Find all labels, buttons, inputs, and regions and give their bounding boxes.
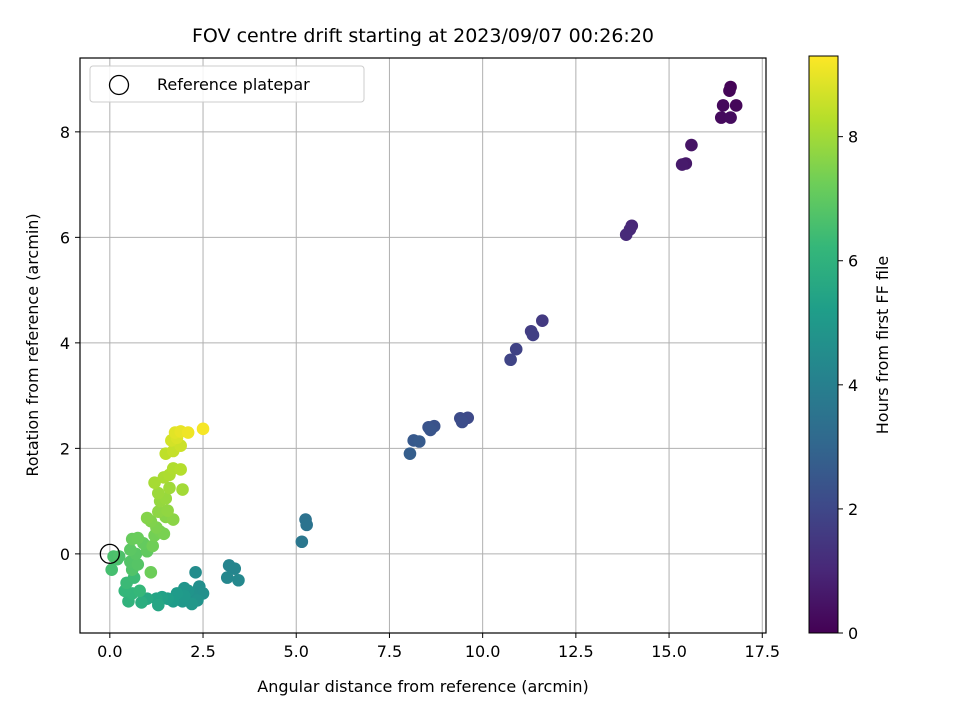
data-point [509, 342, 523, 356]
colorbar-tick-label: 6 [848, 252, 858, 271]
chart-title: FOV centre drift starting at 2023/09/07 … [192, 25, 654, 47]
x-axis-title: Angular distance from reference (arcmin) [257, 677, 588, 696]
data-point [220, 571, 234, 584]
data-point [536, 314, 549, 328]
data-point [131, 558, 145, 571]
data-point [151, 486, 165, 500]
data-point [716, 99, 730, 112]
data-point [148, 476, 161, 489]
y-tick-label: 6 [60, 228, 70, 247]
data-point [176, 483, 189, 496]
plot-frame [79, 57, 767, 634]
data-points [105, 80, 743, 612]
x-tick-label: 12.5 [558, 642, 594, 661]
data-point [174, 463, 187, 476]
x-tick-label: 17.5 [744, 642, 780, 661]
x-tick-label: 2.5 [190, 642, 215, 661]
data-point [675, 158, 689, 171]
data-point [403, 447, 417, 460]
colorbar-tick-label: 2 [848, 500, 858, 519]
y-axis-title: Rotation from reference (arcmin) [23, 213, 42, 476]
data-point [189, 566, 202, 579]
data-point [526, 328, 540, 342]
data-point [412, 435, 426, 448]
data-point [723, 84, 736, 98]
data-point [161, 504, 174, 517]
grid [80, 58, 766, 633]
data-point [295, 535, 309, 549]
x-axis-ticks: 0.0 2.5 5.0 7.5 10.0 12.5 15.0 17.5 [97, 633, 780, 661]
data-point [133, 584, 146, 598]
data-point [724, 111, 737, 124]
reference-marker [99, 543, 120, 565]
colorbar-tick-label: 8 [848, 128, 858, 147]
x-tick-label: 7.5 [377, 642, 402, 661]
data-point [151, 598, 165, 612]
y-tick-label: 4 [60, 334, 70, 353]
data-point [105, 563, 118, 576]
data-point [300, 518, 313, 532]
data-point [135, 596, 148, 609]
x-tick-label: 10.0 [465, 642, 501, 661]
reference-platepar-point [99, 543, 120, 565]
y-tick-label: 8 [60, 123, 70, 142]
y-tick-label: 2 [60, 439, 70, 458]
data-point [131, 531, 145, 545]
data-point [504, 353, 517, 367]
data-point [729, 99, 743, 112]
legend-box [89, 65, 365, 103]
data-point [140, 511, 154, 525]
data-point [196, 422, 210, 436]
legend-entry-reference-platepar: Reference platepar [157, 75, 310, 94]
data-point [685, 138, 698, 152]
colorbar-gradient [808, 55, 839, 634]
data-point [232, 573, 245, 587]
legend: Reference platepar [89, 65, 365, 103]
data-point [181, 426, 195, 439]
data-point [144, 566, 158, 579]
data-point [714, 111, 728, 124]
data-point [163, 481, 176, 495]
x-tick-label: 15.0 [651, 642, 687, 661]
x-tick-label: 0.0 [97, 642, 122, 661]
legend-marker-icon [108, 74, 130, 96]
colorbar-tick-label: 0 [848, 624, 858, 643]
colorbar-tick-label: 4 [848, 376, 858, 395]
y-tick-label: 0 [60, 545, 70, 564]
colorbar-ticks: 0 2 4 6 8 [838, 128, 858, 643]
colorbar-title: Hours from first FF file [873, 256, 892, 435]
data-point [146, 539, 160, 553]
data-point [151, 505, 165, 518]
data-point [619, 228, 633, 242]
data-point [124, 543, 137, 556]
colorbar: 0 2 4 6 8 Hours from first FF file [808, 55, 892, 643]
data-point [166, 513, 180, 526]
data-point [424, 423, 437, 437]
x-tick-label: 5.0 [284, 642, 309, 661]
y-axis-ticks: 0 2 4 6 8 [60, 123, 80, 564]
data-point [228, 562, 242, 575]
data-point [455, 415, 469, 429]
